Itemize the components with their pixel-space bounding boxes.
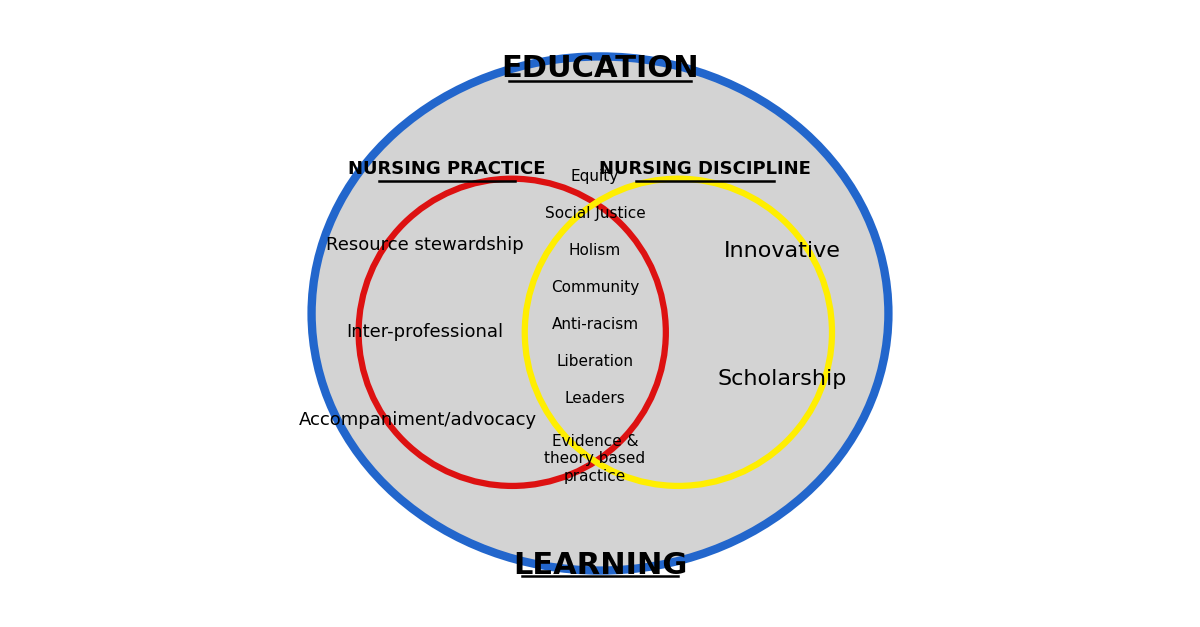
Text: Liberation: Liberation xyxy=(557,354,634,369)
Text: Innovative: Innovative xyxy=(724,241,840,261)
Text: Evidence &
theory based
practice: Evidence & theory based practice xyxy=(545,434,646,484)
Text: Inter-professional: Inter-professional xyxy=(346,324,503,341)
Text: Community: Community xyxy=(551,280,640,295)
Text: Leaders: Leaders xyxy=(565,391,625,406)
Text: Scholarship: Scholarship xyxy=(718,369,846,389)
Text: Social Justice: Social Justice xyxy=(545,206,646,221)
Text: EDUCATION: EDUCATION xyxy=(502,55,698,83)
Text: NURSING DISCIPLINE: NURSING DISCIPLINE xyxy=(599,161,811,178)
Text: NURSING PRACTICE: NURSING PRACTICE xyxy=(348,161,546,178)
Text: Anti-racism: Anti-racism xyxy=(552,317,638,332)
Ellipse shape xyxy=(312,56,888,571)
Text: Accompaniment/advocacy: Accompaniment/advocacy xyxy=(299,411,538,429)
Text: Resource stewardship: Resource stewardship xyxy=(325,236,523,253)
Text: Equity: Equity xyxy=(571,169,619,184)
Text: Holism: Holism xyxy=(569,243,622,258)
Text: LEARNING: LEARNING xyxy=(512,551,688,580)
